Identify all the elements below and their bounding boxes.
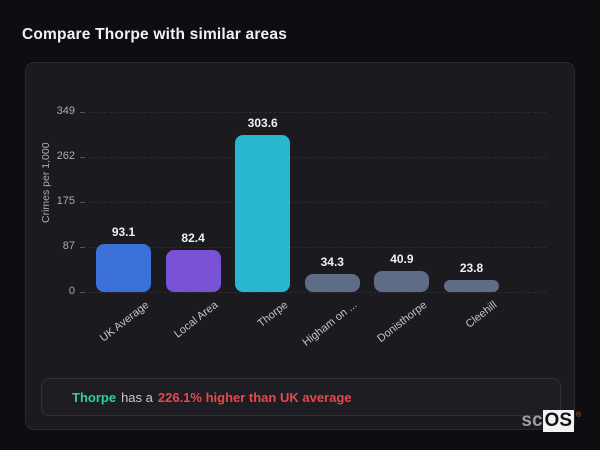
bar-value-label: 34.3 (320, 255, 344, 270)
y-axis-tick-mark (80, 292, 85, 293)
gridline (89, 112, 546, 113)
x-axis-label: Higham on ... (300, 299, 360, 349)
x-axis-label: UK Average (97, 299, 151, 345)
x-axis-label: Donisthorpe (375, 299, 430, 345)
x-axis-label: Cleehill (463, 299, 499, 331)
comparison-highlight-text: 226.1% higher than UK average (157, 389, 352, 405)
bar-uk-average[interactable] (96, 243, 151, 292)
gridline (89, 247, 546, 249)
registered-trademark-icon: ® (575, 412, 581, 419)
bar-chart-plot-area: 0 87 175 262 349 93.1 UK Average 82.4 Local Area… (57, 105, 546, 349)
bar-donisthorpe[interactable] (374, 270, 430, 292)
x-axis-label: Thorpe (255, 299, 291, 330)
y-axis-tick-label: 87 (62, 240, 75, 253)
page-title: Compare Thorpe with similar areas (22, 26, 288, 43)
y-axis-tick-label: 175 (56, 194, 75, 207)
y-axis-tick-mark (80, 247, 85, 249)
bar-value-label: 40.9 (390, 251, 414, 266)
y-axis-tick-mark (80, 112, 85, 113)
bar-value-label: 93.1 (111, 224, 136, 239)
y-axis-tick-label: 0 (68, 285, 75, 297)
y-axis-tick-label: 262 (56, 149, 75, 162)
gridline (89, 156, 546, 158)
y-axis-tick-mark (80, 156, 85, 158)
comparison-middle-text: has a (121, 389, 153, 405)
bar-value-label: 82.4 (181, 230, 205, 245)
scos-logo: sc OS ® (521, 410, 581, 432)
bar-higham-on-[interactable] (304, 274, 360, 292)
bar-local-area[interactable] (165, 249, 221, 292)
bar-value-label: 23.8 (459, 260, 484, 275)
chart-card: Crimes per 1,000 0 87 175 262 349 93.1 UK Aver… (25, 62, 575, 430)
logo-suffix: OS (542, 410, 574, 432)
bar-cleehill[interactable] (444, 279, 499, 292)
bar-thorpe[interactable] (235, 135, 291, 292)
comparison-note: Thorpe has a 226.1% higher than UK avera… (41, 378, 561, 416)
gridline (89, 292, 546, 293)
bar-value-label: 303.6 (247, 116, 278, 131)
x-axis-label: Local Area (172, 299, 221, 341)
logo-prefix: sc (521, 410, 543, 431)
y-axis-tick-label: 349 (56, 105, 75, 117)
gridline (89, 201, 546, 203)
y-axis-tick-mark (80, 201, 85, 203)
comparison-area-name: Thorpe (72, 389, 117, 405)
